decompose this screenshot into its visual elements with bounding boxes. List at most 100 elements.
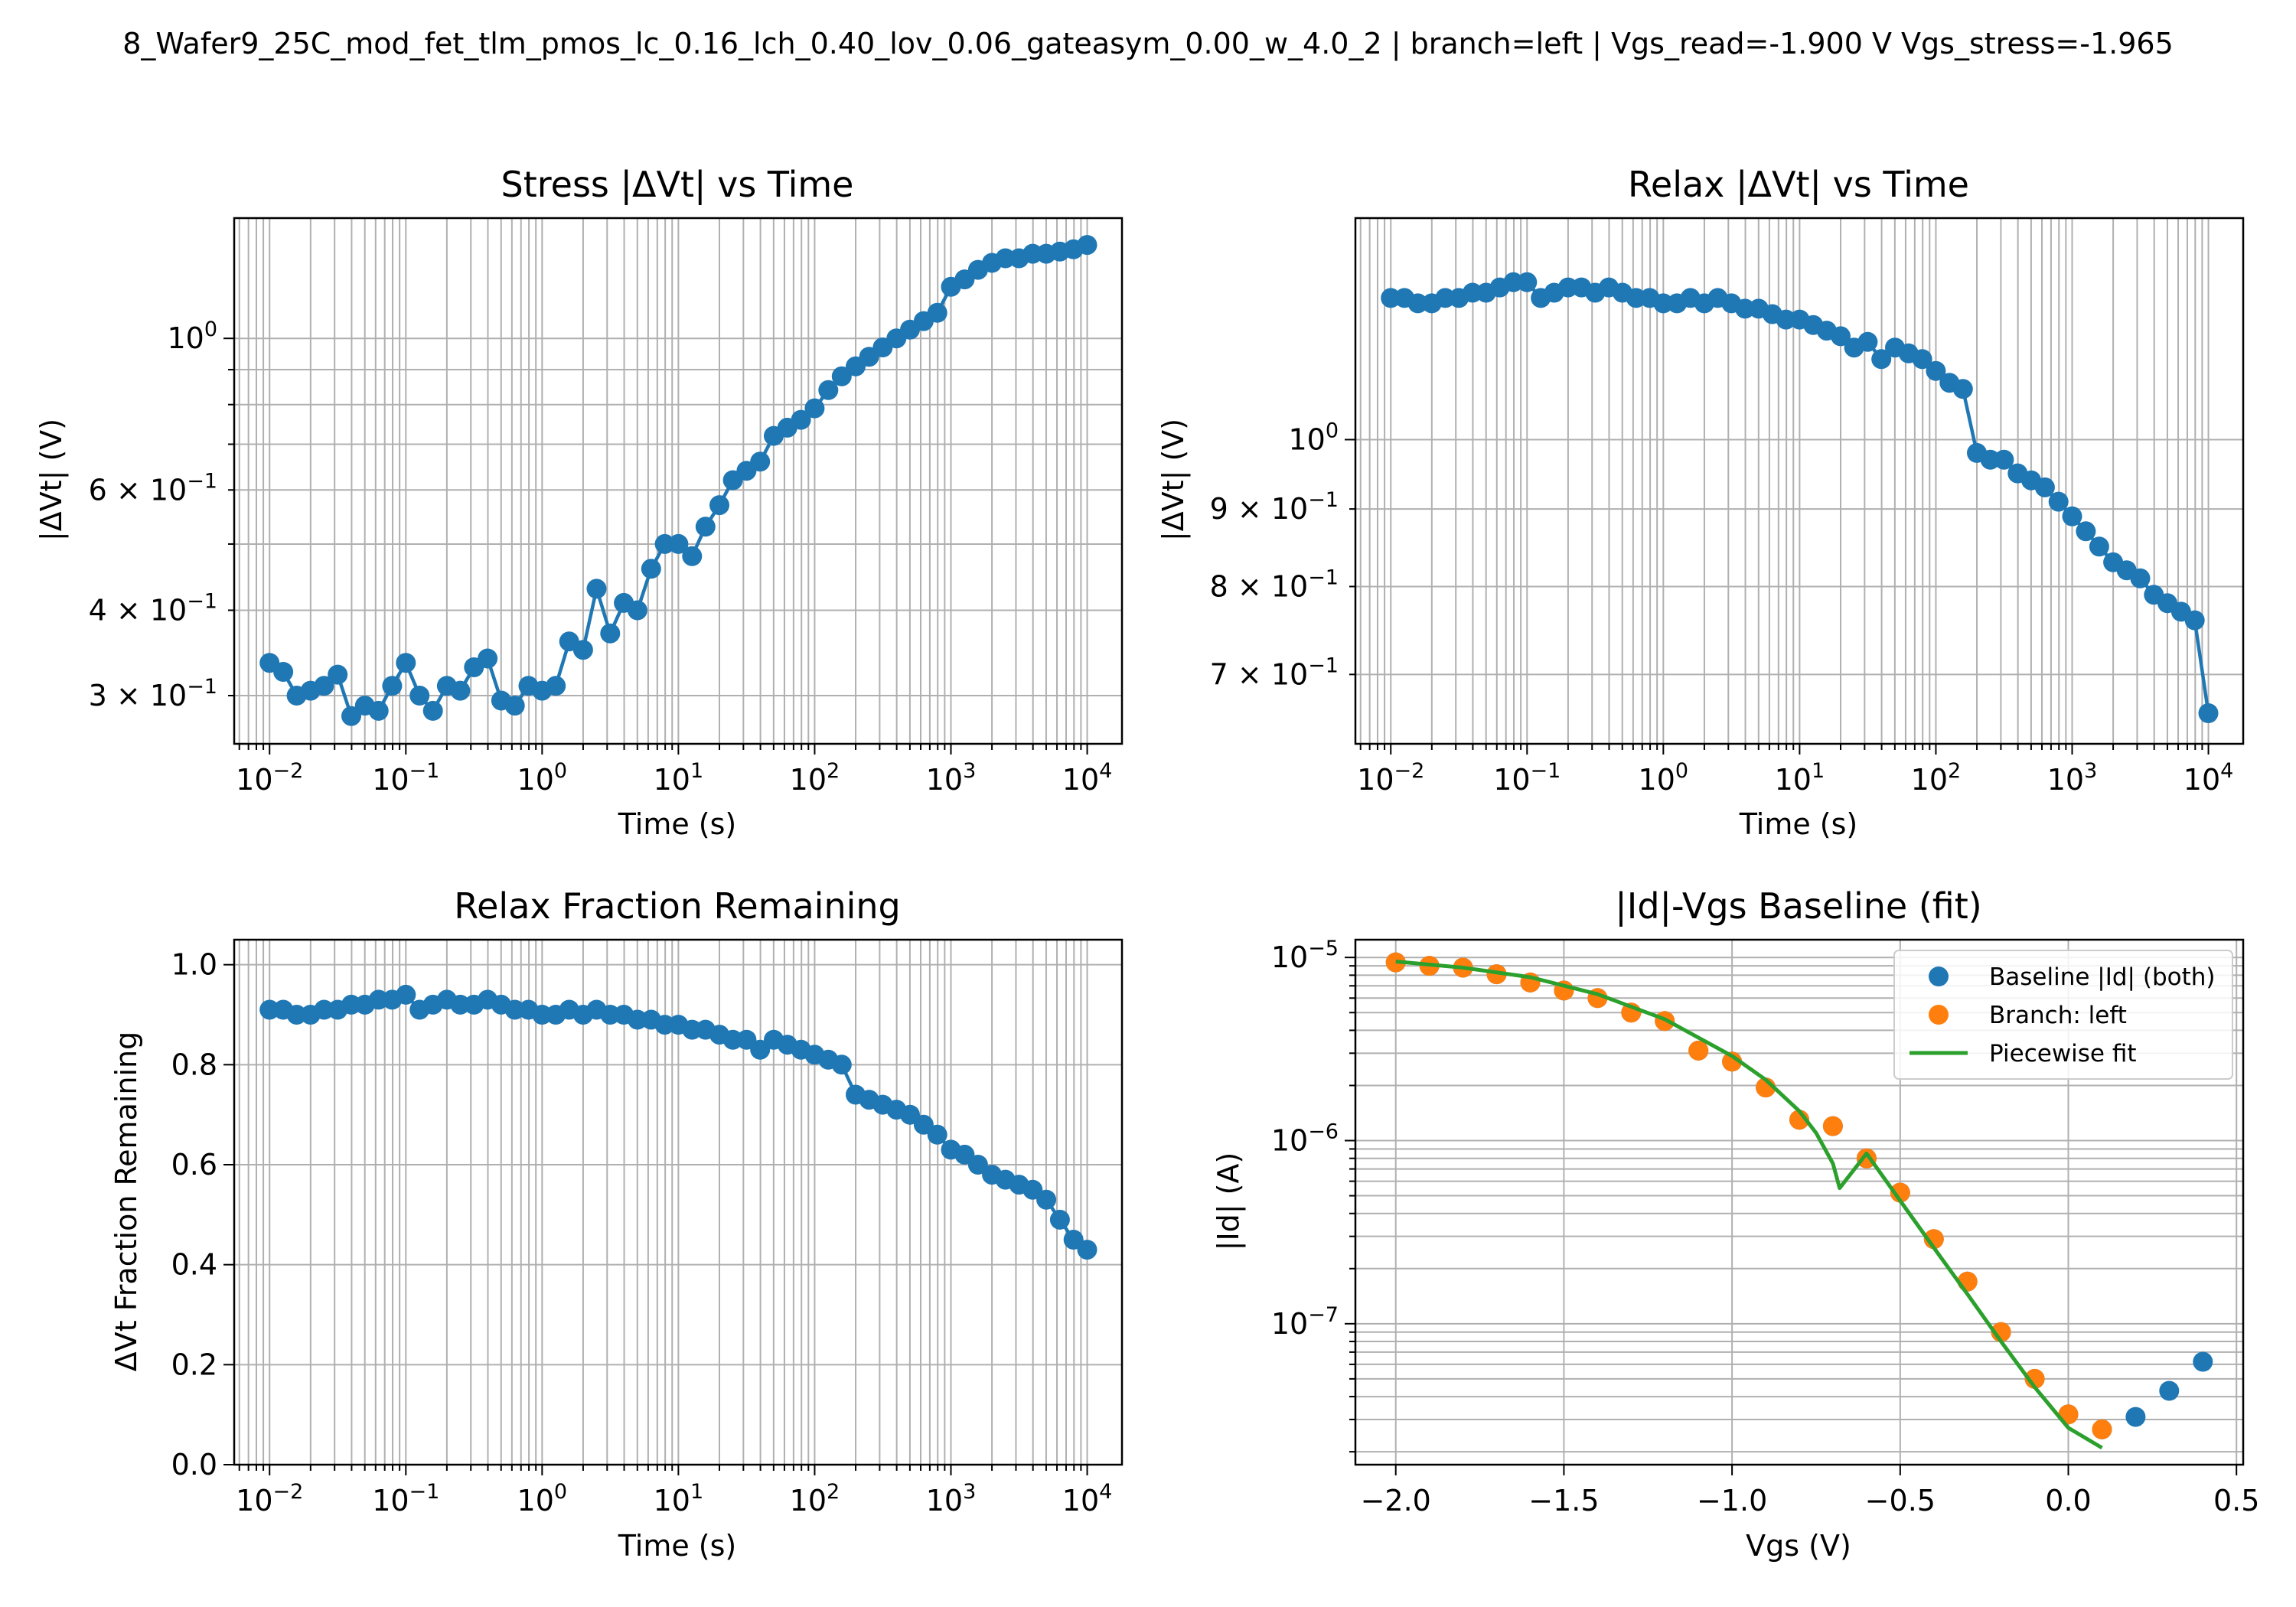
data-point xyxy=(1435,288,1456,308)
chart-title: |Id|-Vgs Baseline (fit) xyxy=(1615,885,1981,927)
y-tick-label: 4 × 10−1 xyxy=(89,589,217,627)
data-point xyxy=(396,653,416,673)
data-point xyxy=(478,648,498,669)
chart-title: Relax Fraction Remaining xyxy=(454,885,901,927)
series-piecewise-fit xyxy=(1395,960,2103,1450)
data-point xyxy=(2198,703,2219,723)
x-tick-label: 10−1 xyxy=(1493,759,1561,797)
x-tick-label: 104 xyxy=(2183,759,2234,797)
data-point xyxy=(818,380,839,400)
data-point xyxy=(2125,1407,2146,1427)
data-point xyxy=(1994,449,2014,470)
data-point xyxy=(1463,282,1482,303)
x-tick-label: −1.0 xyxy=(1697,1484,1767,1517)
x-tick-label: 0.0 xyxy=(2045,1484,2091,1517)
x-axis-label: Time (s) xyxy=(618,1529,737,1563)
x-tick-label: −0.5 xyxy=(1865,1484,1936,1517)
data-point xyxy=(450,680,471,701)
data-point xyxy=(736,1029,757,1050)
data-point xyxy=(1077,1240,1097,1260)
data-point xyxy=(654,533,675,554)
x-tick-label: 10−2 xyxy=(1357,759,1424,797)
data-point xyxy=(1381,288,1401,308)
x-tick-label: 100 xyxy=(517,759,568,797)
chart-panel-stress-dvt: Stress |ΔVt| vs Time Time (s) |ΔVt| (V) … xyxy=(34,164,1124,841)
data-point xyxy=(1517,272,1538,292)
data-point xyxy=(750,1039,771,1060)
data-point xyxy=(831,1054,852,1075)
data-point xyxy=(1980,449,2001,470)
data-point xyxy=(586,579,607,599)
data-point xyxy=(1036,1189,1057,1210)
legend-label: Piecewise fit xyxy=(1989,1040,2137,1068)
data-point xyxy=(804,398,825,419)
data-point xyxy=(627,600,647,621)
x-axis-label: Time (s) xyxy=(1739,807,1858,841)
data-point xyxy=(314,676,334,696)
y-tick-label: 7 × 10−1 xyxy=(1210,654,1339,691)
data-point xyxy=(654,1015,675,1035)
data-point xyxy=(600,1005,621,1025)
data-point xyxy=(396,984,416,1005)
y-axis-label: ΔVt Fraction Remaining xyxy=(109,1032,143,1372)
data-point xyxy=(1063,1230,1084,1250)
x-tick-label: 0.5 xyxy=(2213,1484,2259,1517)
data-point xyxy=(831,366,852,386)
figure-suptitle: 8_Wafer9_25C_mod_fet_tlm_pmos_lc_0.16_lc… xyxy=(122,27,2174,61)
y-tick-label: 0.2 xyxy=(171,1348,217,1381)
data-point xyxy=(341,994,361,1015)
y-tick-label: 1.0 xyxy=(171,948,217,982)
x-tick-label: 102 xyxy=(1911,759,1962,797)
data-point xyxy=(2184,610,2205,631)
chart-panel-id-vgs: |Id|-Vgs Baseline (fit) Vgs (V) |Id| (A)… xyxy=(1212,885,2259,1563)
y-axis-label: |ΔVt| (V) xyxy=(34,419,69,541)
x-tick-label: −2.0 xyxy=(1361,1484,1431,1517)
gridlines xyxy=(234,218,1122,744)
data-point xyxy=(1688,1040,1709,1061)
x-tick-label: 104 xyxy=(1062,1480,1113,1517)
y-axis-label: |ΔVt| (V) xyxy=(1156,419,1191,541)
data-point xyxy=(450,994,471,1015)
x-tick-label: 100 xyxy=(1639,759,1689,797)
legend: Baseline |Id| (both) Branch: left Piecewis… xyxy=(1893,950,2233,1080)
data-point xyxy=(791,409,811,430)
y-tick-label: 9 × 10−1 xyxy=(1210,488,1339,526)
data-point xyxy=(1077,235,1097,256)
legend-swatch-marker xyxy=(1929,1005,1949,1025)
data-point xyxy=(259,999,280,1020)
x-tick-label: 104 xyxy=(1062,759,1113,797)
legend-frame xyxy=(1893,950,2233,1080)
data-point xyxy=(2092,1419,2112,1439)
x-tick-label: 102 xyxy=(790,1480,840,1517)
x-tick-label: 101 xyxy=(1775,759,1825,797)
data-point xyxy=(314,999,334,1020)
data-point xyxy=(682,546,703,566)
data-point xyxy=(1912,349,1932,370)
x-tick-label: 10−2 xyxy=(236,759,303,797)
data-point xyxy=(668,533,689,554)
data-point xyxy=(695,517,716,537)
chart-title: Relax |ΔVt| vs Time xyxy=(1628,164,1969,206)
data-point xyxy=(2159,1380,2180,1401)
data-point xyxy=(2089,536,2109,557)
x-tick-label: 10−2 xyxy=(236,1480,303,1517)
x-tick-label: 100 xyxy=(517,1480,568,1517)
data-point xyxy=(1735,298,1756,319)
series-branch-left xyxy=(1385,952,2112,1439)
x-tick-label: 102 xyxy=(790,759,840,797)
data-point xyxy=(286,1005,307,1025)
data-point xyxy=(1022,243,1043,264)
data-point xyxy=(722,1029,743,1050)
data-point xyxy=(709,495,729,516)
data-point xyxy=(1822,1116,1843,1136)
data-point xyxy=(2048,491,2069,512)
y-tick-label: 6 × 10−1 xyxy=(89,469,217,507)
data-point xyxy=(1653,293,1674,314)
x-tick-label: 10−1 xyxy=(372,1480,439,1517)
data-point xyxy=(750,451,771,472)
y-tick-label: 8 × 10−1 xyxy=(1210,566,1339,603)
data-point xyxy=(600,623,621,644)
x-tick-label: 103 xyxy=(926,759,977,797)
data-point xyxy=(1952,379,1973,399)
